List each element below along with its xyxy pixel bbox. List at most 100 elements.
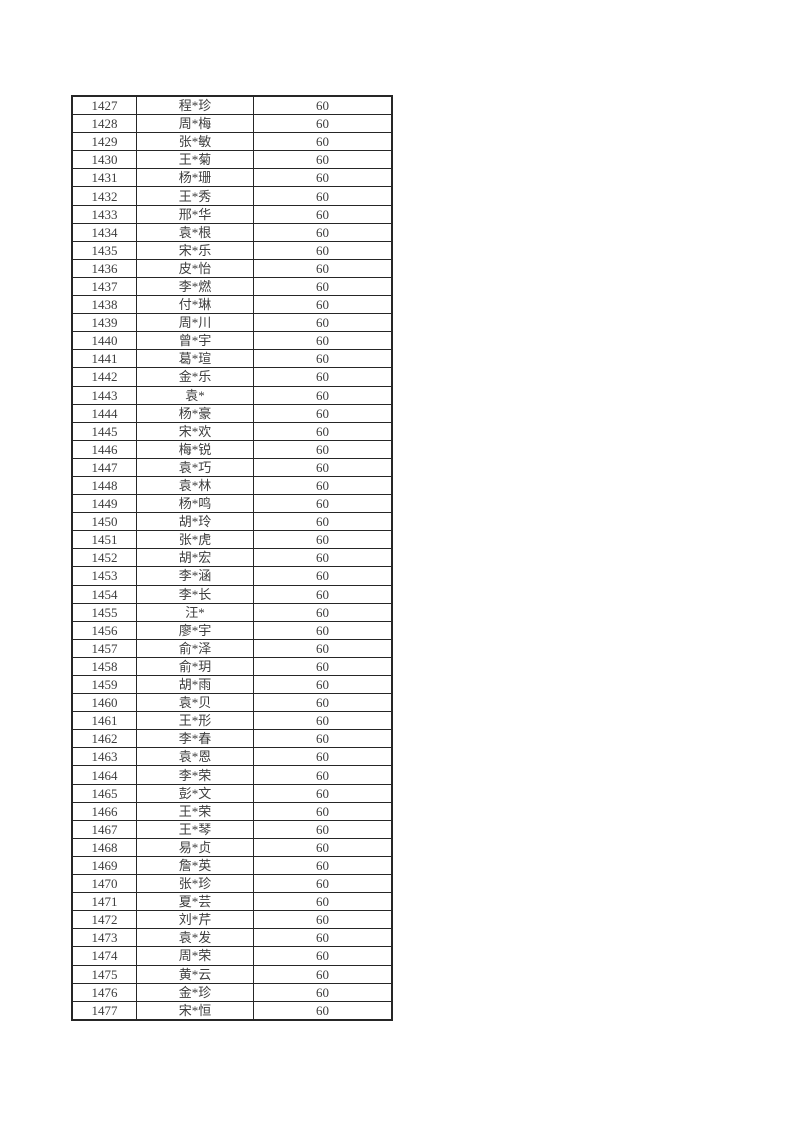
row-id-cell: 1476 — [71, 982, 137, 1002]
score-cell: 60 — [253, 765, 393, 785]
table-row: 1461 王*形 60 — [71, 711, 393, 731]
row-id-cell: 1457 — [71, 638, 137, 658]
score-cell: 60 — [253, 729, 393, 749]
name-cell: 俞*泽 — [136, 638, 254, 658]
table-row: 1434 袁*根 60 — [71, 222, 393, 242]
row-id-cell: 1458 — [71, 656, 137, 677]
score-cell: 60 — [253, 331, 393, 351]
name-cell: 张*珍 — [136, 874, 254, 894]
row-id-cell: 1470 — [71, 874, 137, 894]
score-cell: 60 — [253, 584, 393, 604]
score-cell: 60 — [253, 837, 393, 857]
table-row: 1453 李*涵 60 — [71, 566, 393, 586]
name-cell: 袁*巧 — [136, 457, 254, 477]
name-cell: 程*珍 — [136, 95, 254, 116]
table-row: 1451 张*虎 60 — [71, 530, 393, 550]
row-id-cell: 1454 — [71, 584, 137, 604]
row-id-cell: 1472 — [71, 910, 137, 930]
table-row: 1455 汪* 60 — [71, 602, 393, 622]
name-cell: 张*虎 — [136, 530, 254, 550]
row-id-cell: 1449 — [71, 494, 137, 514]
name-cell: 汪* — [136, 602, 254, 622]
score-table: 1427 程*珍 60 1428 周*梅 60 1429 张*敏 60 1430 王*菊 60 1431… — [71, 95, 393, 1021]
name-cell: 张*敏 — [136, 132, 254, 152]
score-cell: 60 — [253, 367, 393, 387]
score-cell: 60 — [253, 168, 393, 188]
score-cell: 60 — [253, 186, 393, 206]
row-id-cell: 1430 — [71, 150, 137, 170]
score-cell: 60 — [253, 530, 393, 550]
score-cell: 60 — [253, 602, 393, 622]
score-cell: 60 — [253, 982, 393, 1002]
table-row: 1450 胡*玲 60 — [71, 512, 393, 532]
score-cell: 60 — [253, 1000, 393, 1021]
table-row: 1467 王*琴 60 — [71, 819, 393, 839]
row-id-cell: 1428 — [71, 114, 137, 134]
table-row: 1463 袁*恩 60 — [71, 747, 393, 767]
score-cell: 60 — [253, 95, 393, 116]
table-row: 1447 袁*巧 60 — [71, 457, 393, 477]
name-cell: 李*燃 — [136, 276, 254, 297]
name-cell: 俞*玥 — [136, 656, 254, 677]
table-row: 1428 周*梅 60 — [71, 114, 393, 134]
table-row: 1446 梅*锐 60 — [71, 439, 393, 459]
row-id-cell: 1474 — [71, 946, 137, 966]
table-row: 1466 王*荣 60 — [71, 801, 393, 821]
row-id-cell: 1433 — [71, 204, 137, 224]
row-id-cell: 1440 — [71, 331, 137, 351]
name-cell: 邢*华 — [136, 204, 254, 224]
table-row: 1430 王*菊 60 — [71, 150, 393, 170]
row-id-cell: 1475 — [71, 964, 137, 984]
score-cell: 60 — [253, 548, 393, 568]
score-cell: 60 — [253, 421, 393, 441]
row-id-cell: 1432 — [71, 186, 137, 206]
name-cell: 胡*雨 — [136, 674, 254, 695]
score-cell: 60 — [253, 475, 393, 496]
score-cell: 60 — [253, 892, 393, 912]
table-row: 1462 李*春 60 — [71, 729, 393, 749]
table-row: 1459 胡*雨 60 — [71, 674, 393, 695]
name-cell: 金*珍 — [136, 982, 254, 1002]
score-cell: 60 — [253, 855, 393, 876]
row-id-cell: 1445 — [71, 421, 137, 441]
name-cell: 王*秀 — [136, 186, 254, 206]
name-cell: 袁* — [136, 385, 254, 405]
name-cell: 杨*豪 — [136, 403, 254, 423]
table-row: 1444 杨*豪 60 — [71, 403, 393, 423]
table-row: 1452 胡*宏 60 — [71, 548, 393, 568]
row-id-cell: 1455 — [71, 602, 137, 622]
row-id-cell: 1463 — [71, 747, 137, 767]
row-id-cell: 1453 — [71, 566, 137, 586]
row-id-cell: 1460 — [71, 693, 137, 713]
name-cell: 王*琴 — [136, 819, 254, 839]
name-cell: 袁*发 — [136, 928, 254, 948]
table-row: 1465 彭*文 60 — [71, 783, 393, 803]
score-table-body: 1427 程*珍 60 1428 周*梅 60 1429 张*敏 60 1430 王*菊 60 1431… — [71, 95, 393, 1021]
name-cell: 付*琳 — [136, 295, 254, 315]
table-row: 1474 周*荣 60 — [71, 946, 393, 966]
table-row: 1476 金*珍 60 — [71, 982, 393, 1002]
score-cell: 60 — [253, 204, 393, 224]
score-cell: 60 — [253, 674, 393, 695]
name-cell: 易*贞 — [136, 837, 254, 857]
table-row: 1477 宋*恒 60 — [71, 1000, 393, 1021]
table-row: 1433 邢*华 60 — [71, 204, 393, 224]
score-cell: 60 — [253, 313, 393, 333]
name-cell: 李*春 — [136, 729, 254, 749]
table-row: 1427 程*珍 60 — [71, 95, 393, 116]
name-cell: 宋*乐 — [136, 240, 254, 260]
name-cell: 胡*玲 — [136, 512, 254, 532]
row-id-cell: 1448 — [71, 475, 137, 496]
table-row: 1475 黄*云 60 — [71, 964, 393, 984]
row-id-cell: 1473 — [71, 928, 137, 948]
row-id-cell: 1441 — [71, 349, 137, 369]
score-cell: 60 — [253, 747, 393, 767]
table-row: 1442 金*乐 60 — [71, 367, 393, 387]
score-cell: 60 — [253, 295, 393, 315]
table-row: 1432 王*秀 60 — [71, 186, 393, 206]
name-cell: 黄*云 — [136, 964, 254, 984]
name-cell: 梅*锐 — [136, 439, 254, 459]
row-id-cell: 1427 — [71, 95, 137, 116]
table-row: 1436 皮*怡 60 — [71, 258, 393, 278]
name-cell: 杨*珊 — [136, 168, 254, 188]
